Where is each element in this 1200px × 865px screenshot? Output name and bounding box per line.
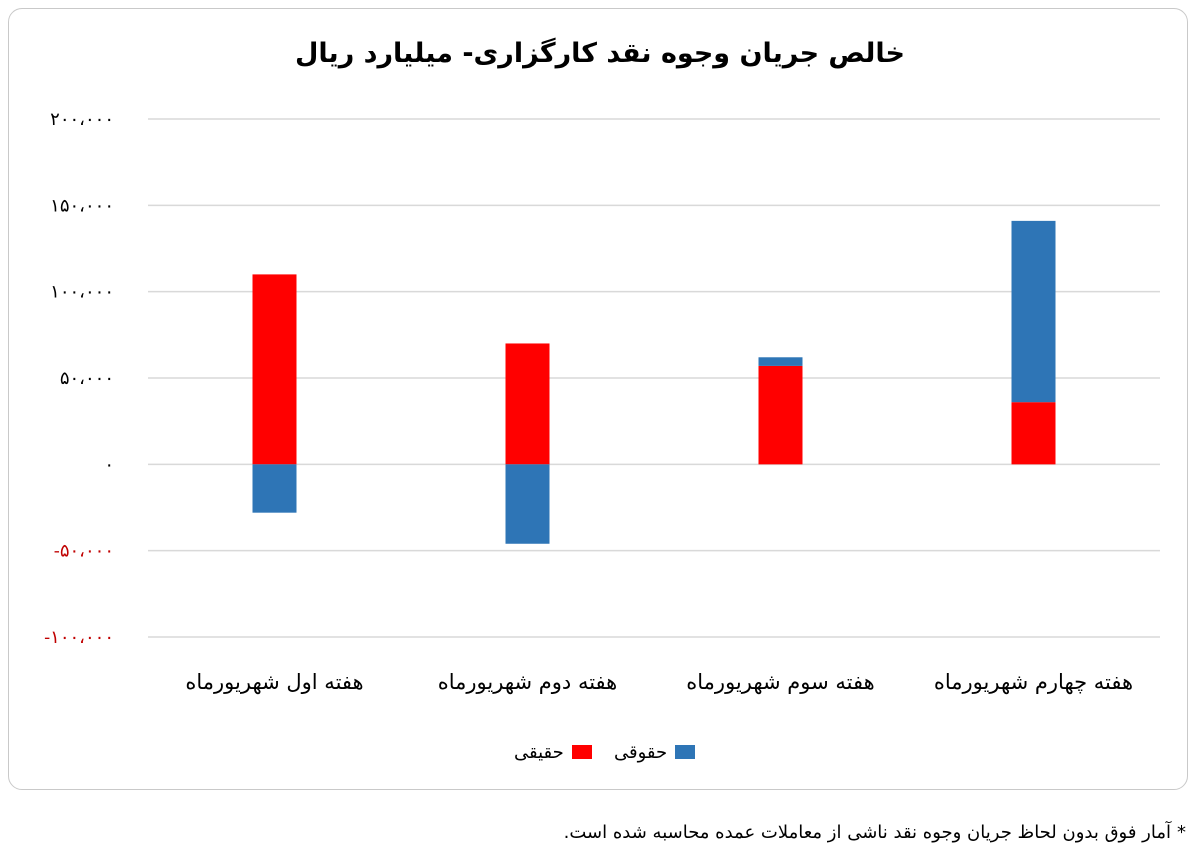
legend-swatch-haghighi xyxy=(571,745,592,759)
legend-label-hoghooghi: حقوقی xyxy=(614,741,668,763)
y-tick-label: ۵۰،۰۰۰ xyxy=(60,368,114,389)
footnote-text: آمار فوق بدون لحاظ جریان وجوه نقد ناشی ا… xyxy=(563,822,1171,843)
bar-segment-hoghooghi xyxy=(758,357,803,366)
footnote-marker: * xyxy=(1177,822,1186,843)
y-tick-label: ۲۰۰،۰۰۰ xyxy=(50,109,114,130)
y-tick-label: ۱۰۰،۰۰۰ xyxy=(50,282,114,303)
category-labels: هفته اول شهریورماه هفته دوم شهریورماه هفته… xyxy=(185,670,1133,694)
chart-title: خالص جریان وجوه نقد کارگزاری- میلیارد ری… xyxy=(294,38,906,69)
legend: حقیقی حقوقی xyxy=(0,737,1200,767)
gridlines xyxy=(148,118,1160,638)
y-tick-label: ۰ xyxy=(104,454,114,475)
legend-item-haghighi: حقیقی xyxy=(514,737,592,767)
bar-segment-hoghooghi xyxy=(1011,220,1056,403)
category-label: هفته اول شهریورماه xyxy=(185,670,363,694)
category-label: هفته چهارم شهریورماه xyxy=(934,670,1133,694)
footnote: * آمار فوق بدون لحاظ جریان وجوه نقد ناشی … xyxy=(564,822,1186,843)
chart-frame xyxy=(8,8,1188,790)
category-label: هفته دوم شهریورماه xyxy=(438,670,617,694)
y-axis-ticks: ۲۰۰،۰۰۰ ۱۵۰،۰۰۰ ۱۰۰،۰۰۰ ۵۰،۰۰۰ ۰ -۵۰،۰۰۰ -۱۰۰،… xyxy=(44,109,114,648)
bar-segment-haghighi xyxy=(1011,402,1056,465)
bar-segment-haghighi xyxy=(252,274,297,465)
bar-segment-haghighi xyxy=(758,365,803,465)
bar-segment-hoghooghi xyxy=(252,464,297,513)
bar-segment-haghighi xyxy=(505,343,550,465)
y-tick-label: ۱۵۰،۰۰۰ xyxy=(50,195,114,216)
legend-item-hoghooghi: حقوقی xyxy=(614,737,696,767)
y-tick-label: -۵۰،۰۰۰ xyxy=(54,541,114,562)
y-tick-label: -۱۰۰،۰۰۰ xyxy=(44,627,114,648)
legend-label-haghighi: حقیقی xyxy=(514,741,564,763)
legend-swatch-hoghooghi xyxy=(675,745,696,759)
category-label: هفته سوم شهریورماه xyxy=(686,670,874,694)
bars xyxy=(252,220,1056,544)
bar-segment-hoghooghi xyxy=(505,464,550,544)
